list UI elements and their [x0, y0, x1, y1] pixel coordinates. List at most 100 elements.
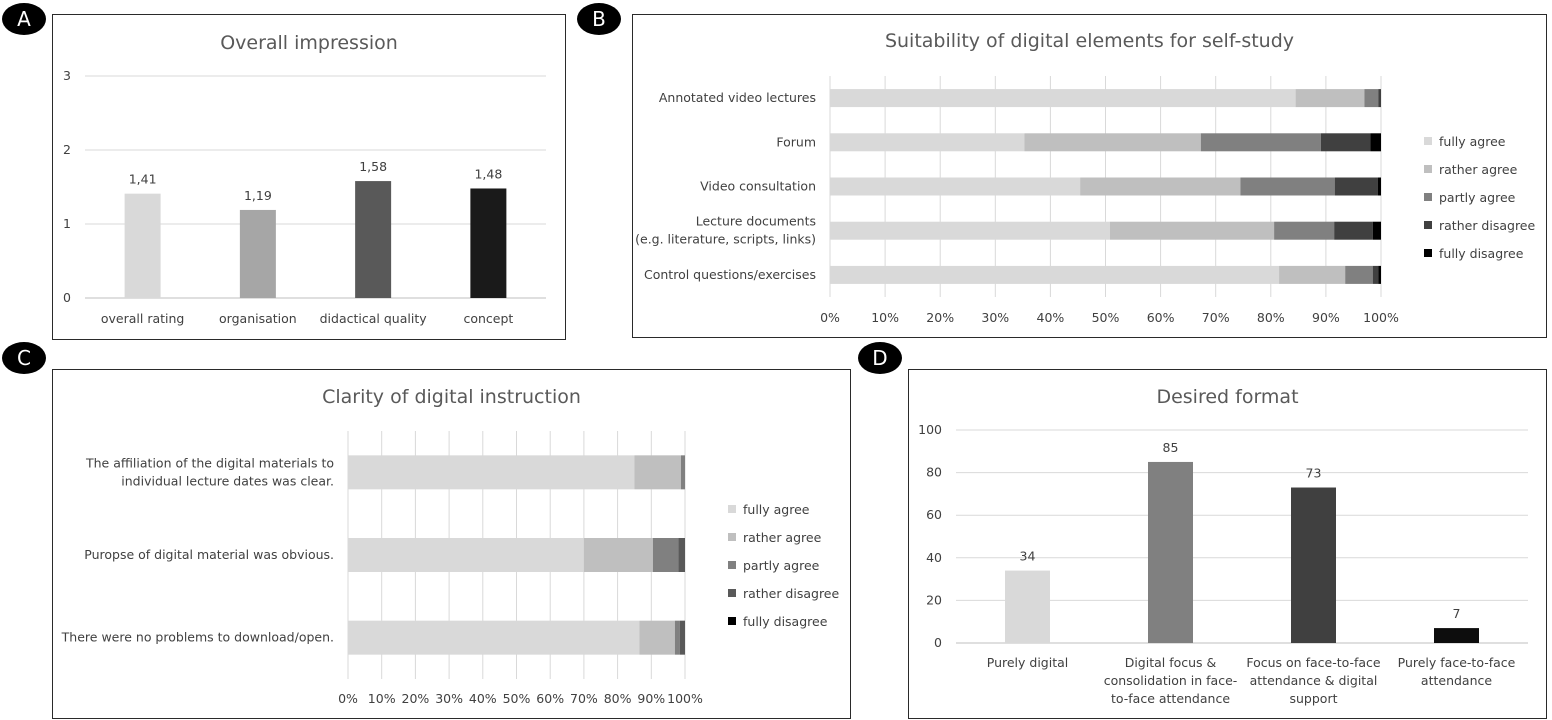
chart-b-bar-segment	[830, 133, 1025, 152]
chart-a-bar	[124, 193, 161, 298]
chart-d-category-label: Purely digital	[987, 655, 1069, 670]
chart-c-xtick-label: 0%	[338, 691, 358, 706]
chart-d-data-label: 85	[1163, 440, 1179, 455]
chart-b-legend-swatch	[1424, 249, 1432, 257]
chart-b-xtick-label: 80%	[1257, 310, 1285, 325]
chart-a-data-label: 1,41	[129, 172, 157, 187]
chart-c-bar-segment	[583, 538, 653, 572]
chart-b-bar-segment	[1109, 221, 1275, 240]
chart-b-category-label: Lecture documents (e.g. literature, scrip…	[635, 214, 816, 247]
chart-b-category-label: Video consultation	[700, 179, 816, 194]
chart-b-bar-segment	[830, 265, 1280, 284]
chart-b-legend-label: rather agree	[1439, 162, 1518, 177]
chart-c-xtick-label: 40%	[469, 691, 497, 706]
chart-b-bar-segment	[1334, 221, 1373, 240]
chart-d-title: Desired format	[1156, 386, 1298, 408]
chart-b-xtick-label: 10%	[871, 310, 899, 325]
chart-c-xtick-label: 30%	[435, 691, 463, 706]
chart-a-ytick-label: 0	[63, 290, 71, 305]
chart-b-legend-swatch	[1424, 193, 1432, 201]
chart-b-bar-segment	[1320, 133, 1371, 152]
chart-b-xtick-label: 100%	[1363, 310, 1399, 325]
chart-c-category-label: Puropse of digital material was obvious.	[84, 547, 334, 562]
chart-a-category-label: organisation	[219, 311, 297, 326]
chart-d-ytick-label: 0	[934, 635, 942, 650]
chart-c-bar-segment	[348, 620, 640, 655]
chart-b-xtick-label: 50%	[1092, 310, 1120, 325]
chart-a-ytick-label: 3	[63, 68, 71, 83]
chart-c-xtick-label: 80%	[604, 691, 632, 706]
chart-b-bar-segment	[1200, 133, 1321, 152]
chart-b-title: Suitability of digital elements for self…	[885, 30, 1294, 52]
chart-a-ytick-label: 2	[63, 142, 71, 157]
panel-b: Suitability of digital elements for self…	[632, 14, 1547, 338]
chart-c-bar-segment	[348, 455, 635, 490]
chart-d-ytick-label: 60	[926, 507, 942, 522]
chart-c-xtick-label: 10%	[368, 691, 396, 706]
chart-b-legend-label: partly agree	[1439, 190, 1516, 205]
panel-badge-a: A	[2, 3, 46, 35]
chart-a-bar	[470, 188, 507, 298]
chart-b-bar-segment	[1080, 177, 1241, 196]
chart-b-xtick-label: 70%	[1202, 310, 1230, 325]
chart-b-category-label: Control questions/exercises	[644, 267, 816, 282]
chart-b-xtick-label: 30%	[981, 310, 1009, 325]
chart-b-legend-label: fully disagree	[1439, 246, 1524, 261]
chart-c-legend-swatch	[728, 589, 736, 597]
chart-a-data-label: 1,58	[359, 159, 387, 174]
chart-c-xtick-label: 100%	[667, 691, 703, 706]
chart-c-legend-label: rather agree	[743, 530, 822, 545]
chart-d-data-label: 73	[1306, 466, 1322, 481]
chart-c-bar-segment	[678, 538, 685, 572]
chart-b-bar-segment	[1279, 265, 1346, 284]
chart-c-legend-swatch	[728, 533, 736, 541]
chart-a-data-label: 1,19	[244, 188, 272, 203]
chart-c-title: Clarity of digital instruction	[322, 386, 581, 408]
chart-a: Overall impression 0 1 2 3 1,41 overall rating…	[63, 32, 546, 326]
chart-a-data-label: 1,48	[474, 166, 502, 181]
chart-b-bar-segment	[830, 177, 1081, 196]
chart-d-category-label: Purely face-to-face attendance	[1398, 655, 1516, 688]
panel-badge-c: C	[2, 342, 46, 374]
chart-b-bar-segment	[1274, 221, 1335, 240]
panel-badge-d: D	[858, 342, 902, 374]
chart-a-category-label: didactical quality	[320, 311, 428, 326]
chart-b-xtick-label: 90%	[1312, 310, 1340, 325]
chart-b-legend-label: fully agree	[1439, 134, 1506, 149]
chart-c-legend-label: fully disagree	[743, 614, 828, 629]
chart-b-xtick-label: 0%	[820, 310, 840, 325]
chart-c-xtick-label: 20%	[402, 691, 430, 706]
chart-c-legend-swatch	[728, 561, 736, 569]
chart-d-bar	[1291, 487, 1336, 643]
chart-c-xtick-label: 90%	[637, 691, 665, 706]
chart-c: Clarity of digital instruction 0% 10% 20% 30…	[61, 386, 840, 706]
chart-c-bar-segment	[680, 455, 685, 490]
chart-c-bar-segment	[679, 620, 685, 655]
chart-a-title: Overall impression	[220, 32, 398, 54]
chart-c-category-label: There were no problems to download/open.	[61, 630, 334, 645]
chart-b-xtick-label: 20%	[926, 310, 954, 325]
chart-b: Suitability of digital elements for self…	[635, 30, 1535, 325]
chart-b-bar-segment	[1334, 177, 1378, 196]
chart-b-bar-segment	[1378, 265, 1381, 284]
chart-b-category-label: Forum	[776, 134, 816, 149]
chart-b-bar-segment	[1370, 133, 1381, 152]
chart-b-bar-segment	[830, 221, 1110, 240]
chart-b-bar-segment	[1377, 177, 1381, 196]
chart-d-ytick-label: 80	[926, 465, 942, 480]
chart-c-xtick-label: 50%	[503, 691, 531, 706]
chart-c-legend-swatch	[728, 617, 736, 625]
chart-c-bar-segment	[639, 620, 675, 655]
chart-d-bar	[1005, 570, 1050, 643]
chart-b-xtick-label: 40%	[1037, 310, 1065, 325]
chart-d-bar	[1434, 628, 1479, 643]
chart-b-legend-swatch	[1424, 165, 1432, 173]
chart-b-legend-swatch	[1424, 221, 1432, 229]
chart-a-ytick-label: 1	[63, 216, 71, 231]
chart-b-bar-segment	[1372, 265, 1379, 284]
chart-b-bar-segment	[1378, 89, 1381, 108]
panel-badge-b: B	[577, 3, 621, 35]
chart-b-bar-segment	[1345, 265, 1373, 284]
chart-b-bar-segment	[1240, 177, 1335, 196]
chart-d-data-label: 7	[1453, 606, 1461, 621]
